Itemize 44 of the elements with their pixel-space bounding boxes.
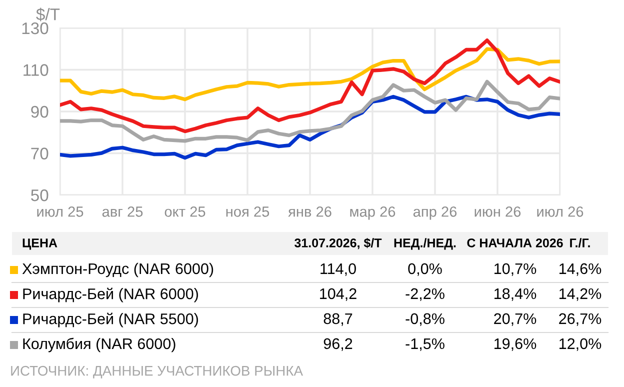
text: 20,7% [494, 313, 536, 326]
text: -2,2% [406, 288, 444, 301]
text: С НАЧАЛА 2026 [467, 238, 563, 248]
text: 26,7% [559, 313, 602, 326]
text: ЦЕНА [22, 238, 58, 250]
line-series [60, 38, 560, 134]
text: 14,2% [560, 288, 602, 301]
text: -1,5% [406, 338, 444, 351]
x-tick-label: окт 25 [164, 206, 206, 217]
line-series [60, 80, 560, 143]
y-tick-label: 70 [31, 148, 48, 160]
x-tick-label: июл 26 [537, 206, 584, 217]
text: 18,4% [494, 288, 536, 301]
text: Г./Г. [570, 238, 590, 248]
text: 88,7 [324, 313, 352, 326]
text: 96,2 [324, 338, 352, 351]
x-tick-label: июн 26 [474, 206, 521, 217]
x-tick-label: янв 26 [288, 206, 332, 217]
text: ИСТОЧНИК: ДАННЫЕ УЧАСТНИКОВ РЫНКА [11, 366, 303, 378]
text: 10,7% [494, 263, 536, 276]
text: 0,0% [408, 263, 442, 276]
x-tick-label: июл 25 [37, 206, 84, 217]
y-tick-label: 130 [22, 22, 48, 34]
x-tick-label: апр 26 [413, 206, 457, 220]
text: 12,0% [560, 338, 602, 351]
y-tick-label: 50 [31, 189, 48, 202]
text: 104,2 [320, 288, 356, 301]
y-tick-label: 90 [31, 106, 48, 118]
legend-label: Ричардс-Бей (NAR 5500) [23, 312, 198, 328]
x-tick-label: авг 25 [102, 206, 143, 217]
y-tick-label: 110 [24, 64, 48, 76]
text: 114,0 [320, 263, 356, 276]
legend-label: Ричардс-Бей (NAR 6000) [23, 288, 198, 302]
text: 19,6% [494, 338, 536, 351]
line-series [60, 47, 560, 102]
legend-label: Хэмптон-Роудс (NAR 6000) [22, 262, 214, 278]
text: 31.07.2026, $/T [294, 238, 382, 250]
x-tick-label: мар 26 [350, 206, 396, 220]
y-axis-title: $/T [36, 8, 60, 22]
x-tick-label: ноя 25 [226, 206, 270, 217]
legend-label: Колумбия (NAR 6000) [23, 338, 176, 352]
text: НЕД./НЕД. [394, 238, 456, 250]
text: 14,6% [560, 263, 602, 276]
text: -0,8% [406, 313, 444, 326]
